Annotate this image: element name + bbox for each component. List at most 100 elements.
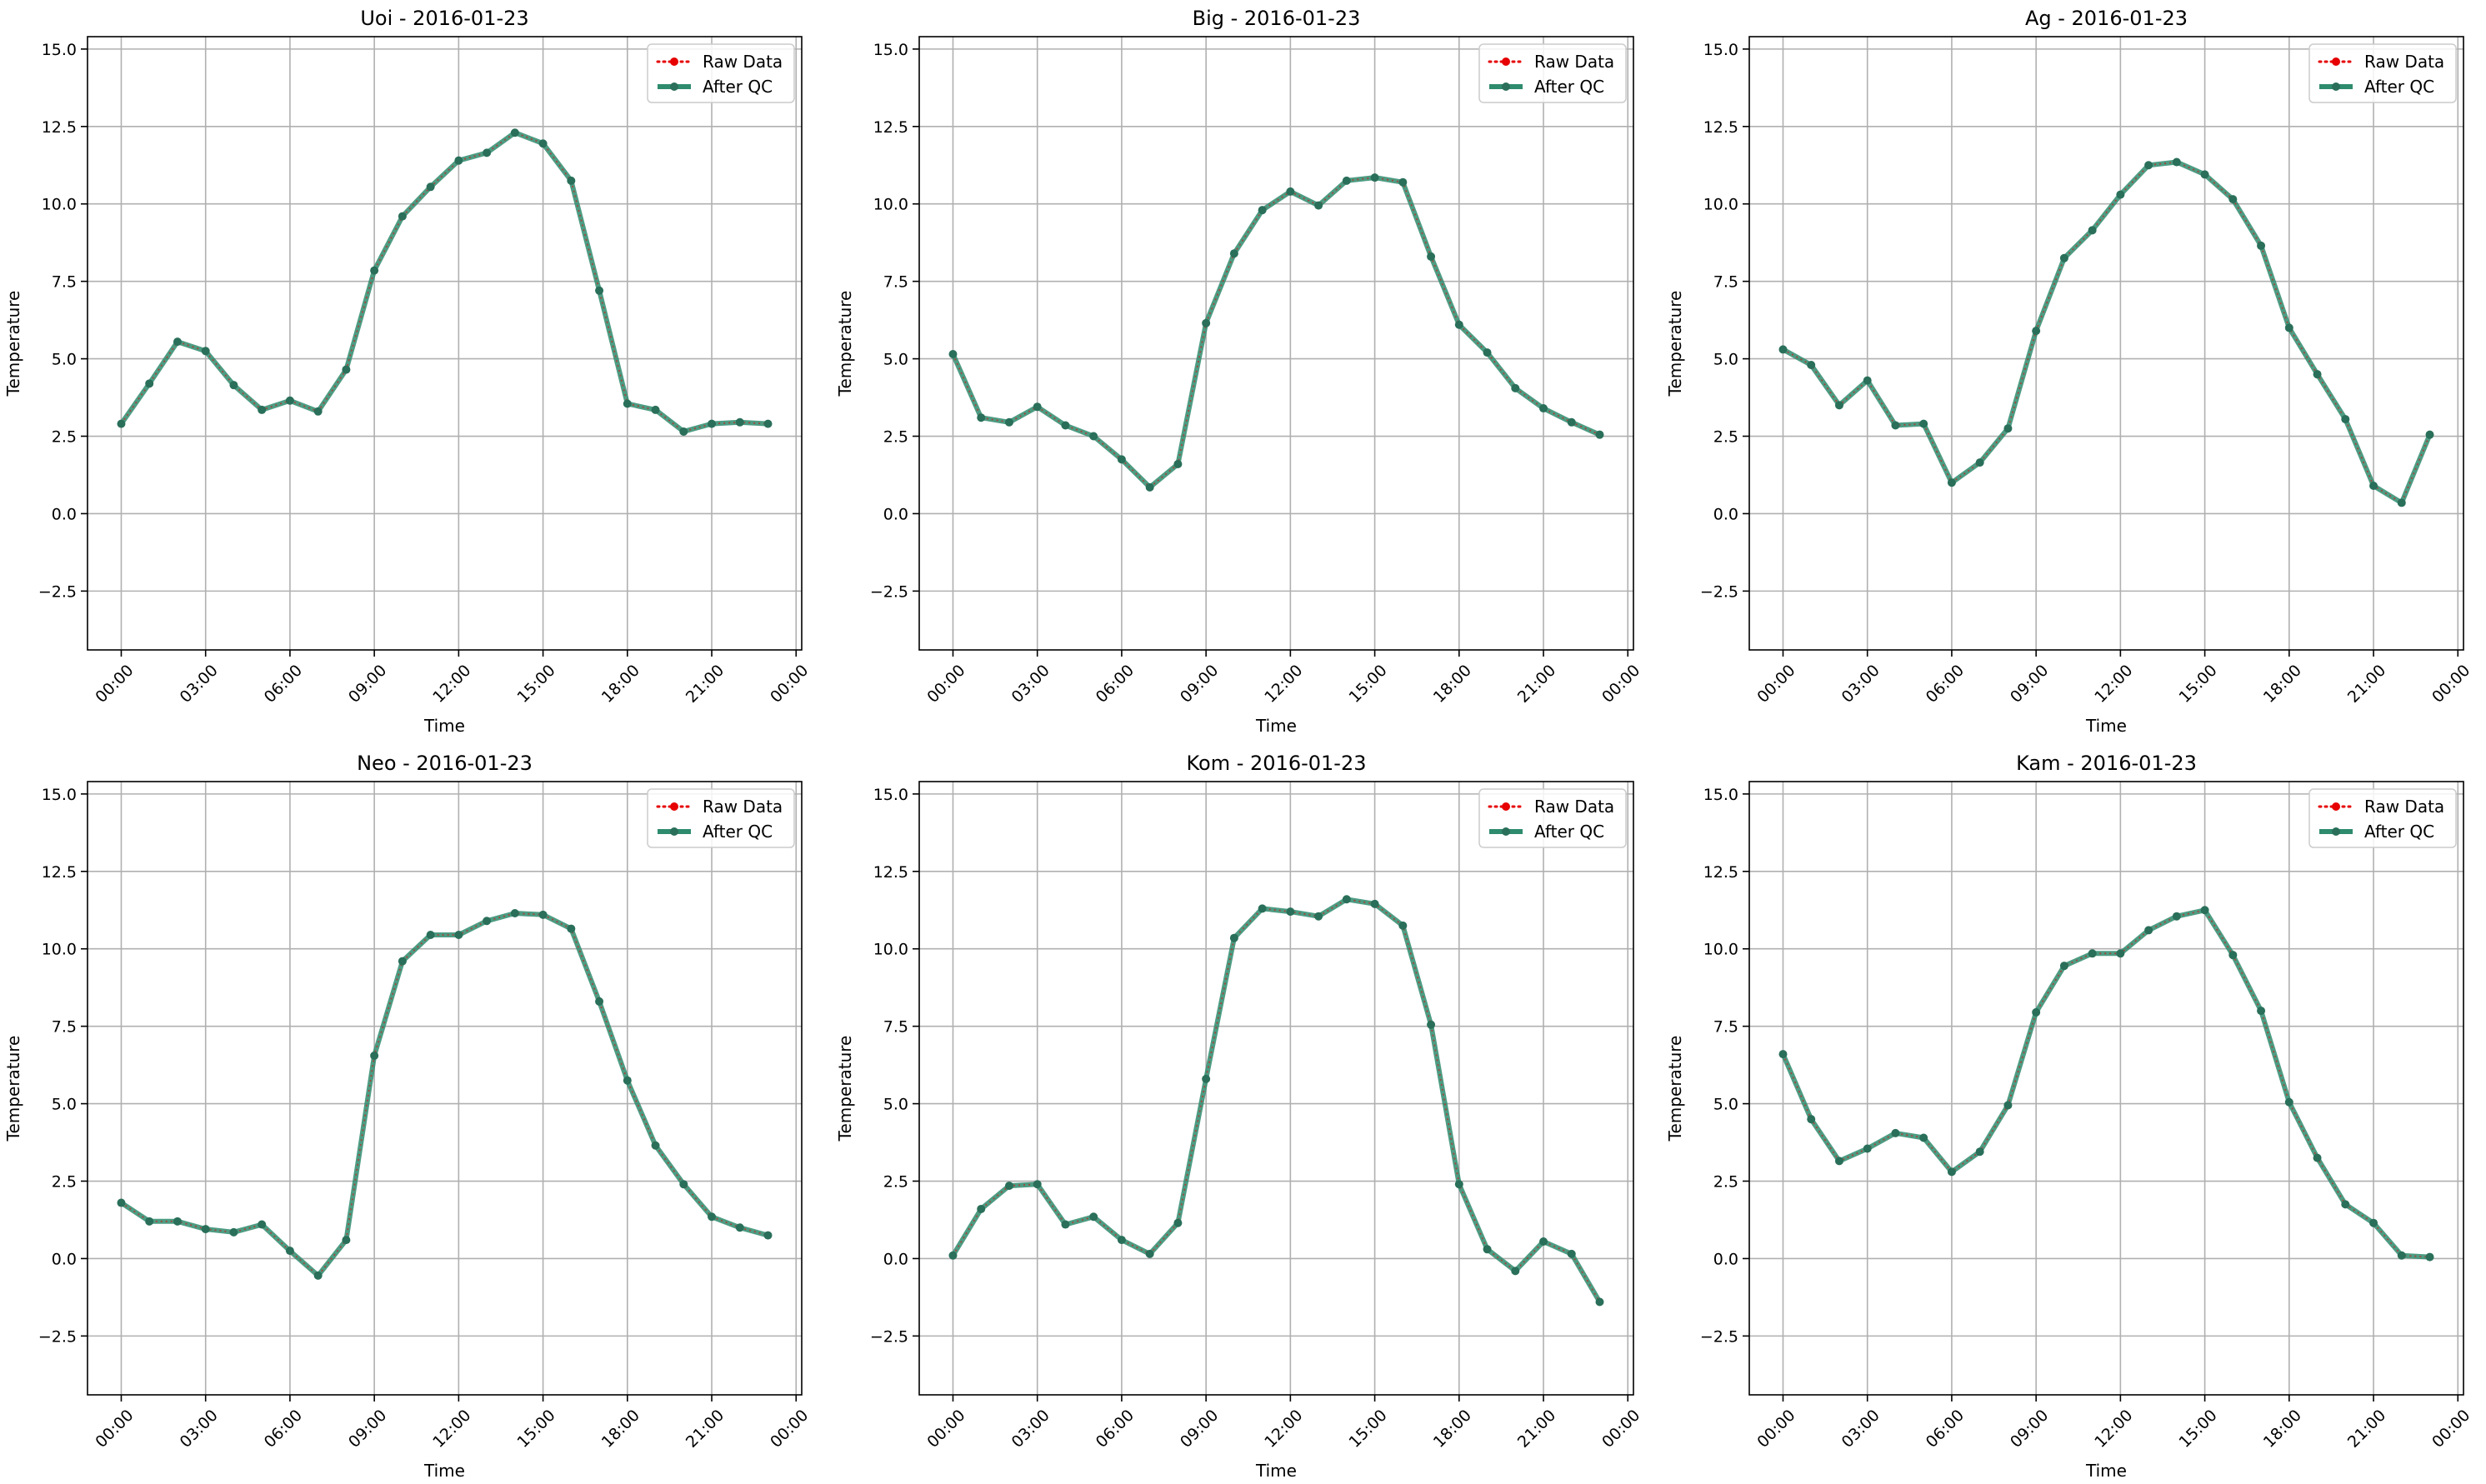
point-after-qc [1919, 419, 1928, 428]
point-after-qc [2172, 912, 2181, 921]
point-after-qc [595, 997, 604, 1006]
x-tick-label: 03:00 [177, 662, 222, 707]
y-tick-label: 10.0 [42, 196, 77, 214]
point-after-qc [342, 365, 351, 374]
x-tick-label: 06:00 [1923, 1407, 1968, 1452]
x-tick-label: 15:00 [513, 662, 558, 707]
point-after-qc [1033, 402, 1042, 412]
x-tick-label: 15:00 [2175, 1407, 2220, 1452]
point-after-qc [1398, 177, 1408, 187]
x-tick-label: 03:00 [1008, 662, 1053, 707]
point-after-qc [1454, 320, 1463, 329]
point-after-qc [2003, 1101, 2013, 1110]
series-line-raw-data [1782, 909, 2430, 1258]
x-tick-label: 12:00 [2091, 662, 2136, 707]
plot-area [1749, 37, 2463, 650]
legend-marker-raw-data [2332, 57, 2340, 66]
point-after-qc [1370, 173, 1379, 182]
series-line-after-qc [118, 911, 771, 1278]
x-axis-label: Time [1255, 1461, 1297, 1481]
axes-frame [1748, 36, 2464, 651]
x-tick-label: 03:00 [177, 1407, 222, 1452]
point-after-qc [2341, 1200, 2350, 1209]
point-after-qc [2284, 1097, 2293, 1107]
legend-marker-raw-data [1502, 57, 1510, 66]
x-tick-label: 18:00 [598, 662, 643, 707]
point-after-qc [1567, 1249, 1576, 1258]
subplot-title: Uoi - 2016-01-23 [360, 7, 528, 30]
point-after-qc [2144, 161, 2153, 170]
point-after-qc [426, 931, 435, 939]
y-tick-label: 12.5 [42, 118, 77, 137]
point-after-qc [2088, 949, 2097, 958]
point-after-qc [2257, 241, 2266, 250]
point-after-qc [763, 419, 773, 428]
point-after-qc [229, 381, 238, 390]
legend-marker-after-qc [2332, 827, 2340, 836]
point-after-qc [201, 1225, 210, 1234]
point-after-qc [1314, 912, 1323, 921]
point-after-qc [2425, 1252, 2434, 1262]
x-tick-label: 21:00 [2344, 662, 2389, 707]
y-tick-label: 10.0 [42, 941, 77, 959]
x-tick-label: 09:00 [1177, 1407, 1222, 1452]
point-after-qc [1286, 907, 1295, 917]
point-after-qc [1314, 201, 1323, 210]
point-after-qc [1511, 383, 1520, 392]
legend-marker-raw-data [2332, 802, 2340, 811]
subplot-5: −2.5 0.0 2.5 5.0 7.5 10.0 12.5 15.0 00:00 03:00 06… [835, 752, 1643, 1481]
point-after-qc [2172, 157, 2181, 167]
point-after-qc [2228, 195, 2238, 204]
point-after-qc [1483, 1245, 1492, 1254]
y-tick-label: −2.5 [1700, 582, 1738, 601]
point-after-qc [1427, 1020, 1436, 1029]
y-tick-label: −2.5 [870, 1327, 908, 1346]
legend-marker-raw-data [670, 57, 678, 66]
point-after-qc [977, 413, 986, 422]
subplot-title: Kam - 2016-01-23 [2016, 752, 2197, 775]
point-after-qc [1511, 1267, 1520, 1276]
point-after-qc [1539, 404, 1548, 413]
legend-label-after-qc: After QC [703, 822, 773, 842]
legend-label-raw-data: Raw Data [2364, 52, 2444, 72]
point-after-qc [2059, 253, 2068, 262]
x-tick-label: 21:00 [2344, 1407, 2389, 1452]
point-after-qc [370, 1051, 379, 1060]
point-after-qc [1061, 1220, 1070, 1229]
point-after-qc [1004, 1182, 1013, 1191]
point-after-qc [623, 1076, 632, 1085]
legend-marker-after-qc [1502, 82, 1510, 91]
point-after-qc [948, 1251, 958, 1260]
point-after-qc [1089, 432, 1098, 441]
point-after-qc [2032, 1007, 2041, 1017]
x-tick-label: 09:00 [2007, 662, 2052, 707]
point-after-qc [1947, 1167, 1956, 1177]
series-line-raw-data [1783, 161, 2431, 504]
point-after-qc [2341, 415, 2350, 424]
point-after-qc [2397, 1251, 2406, 1260]
series-line-after-qc [950, 897, 1603, 1305]
y-tick-label: 7.5 [1713, 1018, 1738, 1037]
point-after-qc [426, 182, 435, 192]
point-after-qc [1778, 1050, 1788, 1059]
legend-label-raw-data: Raw Data [2364, 797, 2444, 817]
point-after-qc [1807, 361, 1816, 370]
x-tick-label: 09:00 [345, 1407, 390, 1452]
point-after-qc [2425, 430, 2434, 439]
point-after-qc [1834, 401, 1843, 410]
point-after-qc [651, 405, 660, 414]
point-after-qc [1975, 1147, 1984, 1157]
point-after-qc [510, 128, 519, 137]
y-tick-label: −2.5 [38, 582, 77, 601]
point-after-qc [313, 407, 323, 416]
y-tick-label: 0.0 [883, 505, 908, 523]
point-after-qc [510, 908, 519, 917]
y-tick-label: 15.0 [1703, 786, 1738, 804]
x-tick-label: 12:00 [2091, 1407, 2136, 1452]
y-tick-label: 0.0 [52, 505, 77, 523]
y-tick-label: 7.5 [883, 273, 908, 292]
x-tick-label: 15:00 [2175, 662, 2220, 707]
y-tick-label: 7.5 [883, 1018, 908, 1037]
point-after-qc [1033, 1180, 1042, 1189]
